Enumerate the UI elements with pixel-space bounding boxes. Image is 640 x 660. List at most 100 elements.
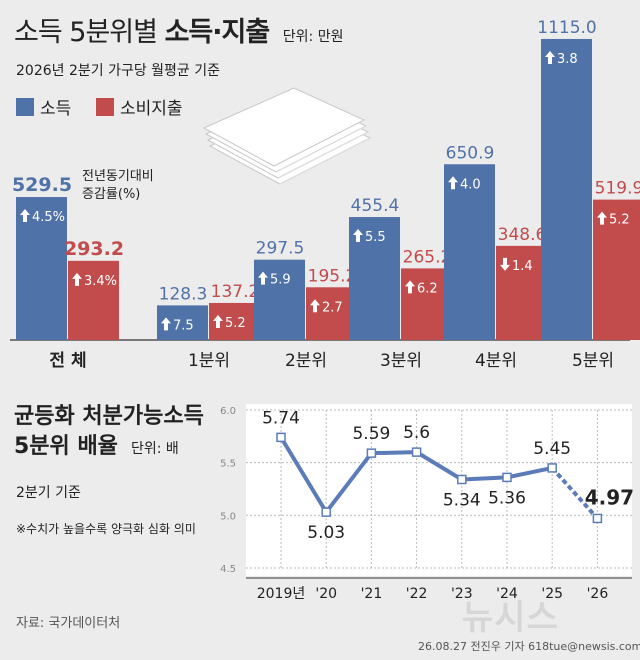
line-series-last-segment (550, 466, 599, 520)
yoy-label-spending-2: 2.7 (322, 300, 343, 315)
yoy-label-spending-1: 5.2 (225, 316, 246, 331)
bar-income-5 (541, 38, 592, 340)
y-tick-label-0: 4.5 (220, 564, 236, 575)
category-label-5: 5분위 (572, 351, 614, 371)
yoy-note-line2: 증감률(%) (82, 187, 141, 202)
line-data-label-2: 5.59 (352, 424, 390, 444)
x-tick-label-7: '26 (587, 586, 609, 602)
line-point-5 (502, 472, 512, 483)
yoy-label-income-2: 5.9 (270, 273, 291, 288)
bar-income-4 (444, 164, 495, 340)
data-label-income-1: 128.3 (159, 284, 208, 304)
line-title-line2: 5분위 배율 (14, 434, 118, 459)
category-label-4: 4분위 (475, 351, 517, 371)
source-note: 자료: 국가데이터처 (16, 616, 121, 631)
line-point-6 (547, 463, 557, 473)
yoy-arrow-spending-1 (213, 314, 223, 328)
yoy-label-spending-5: 5.2 (609, 213, 630, 228)
yoy-arrow-spending-2 (310, 299, 320, 313)
line-point-7 (592, 513, 603, 524)
category-label-1: 1분위 (188, 351, 230, 371)
yoy-note-line1: 전년동기대비 (82, 169, 154, 184)
yoy-arrow-spending-5 (597, 211, 607, 225)
x-tick-label-6: '25 (541, 586, 563, 602)
line-point-0 (276, 432, 286, 443)
legend-income: 소득 (16, 94, 71, 119)
title-plain: 소득 5분위별 (14, 17, 158, 48)
data-label-income-2: 297.5 (256, 239, 305, 259)
legend-income-label: 소득 (40, 99, 72, 119)
title-bold: 소득·지출 (164, 17, 271, 48)
data-label-spending-4: 348.6 (498, 225, 547, 245)
x-tick-label-0: 2019년 (257, 586, 306, 602)
yoy-label-income-3: 5.5 (365, 230, 386, 245)
line-chart-note: ※수치가 높을수록 양극화 심화 의미 (16, 522, 196, 536)
title-unit: 단위: 만원 (282, 29, 344, 45)
category-label-2: 2분위 (285, 351, 327, 371)
data-label-spending-0: 293.2 (64, 238, 124, 260)
legend-income-swatch (16, 97, 34, 116)
line-data-label-1: 5.03 (307, 523, 345, 543)
line-data-label-3: 5.6 (403, 423, 430, 443)
yoy-arrow-income-4 (448, 176, 458, 190)
yoy-arrow-income-5 (545, 50, 555, 64)
data-label-spending-2: 195.2 (308, 266, 357, 286)
line-point-2 (366, 448, 377, 458)
x-tick-label-3: '22 (406, 586, 428, 602)
paper-stack-illustration (202, 87, 372, 185)
legend-spending-swatch (96, 97, 114, 116)
line-title-line1: 균등화 처분가능소득 (14, 404, 204, 429)
data-label-income-5: 1115.0 (537, 18, 596, 38)
yoy-arrow-spending-3 (405, 280, 415, 294)
x-tick-label-1: '20 (315, 586, 337, 602)
data-label-income-3: 455.4 (351, 196, 400, 216)
line-plot-area (246, 404, 632, 576)
line-data-label-6: 5.45 (533, 439, 571, 459)
y-tick-label-1: 5.0 (220, 511, 236, 522)
line-data-label-7: 4.97 (585, 485, 634, 509)
y-tick-label-3: 6.0 (220, 406, 236, 417)
data-label-spending-3: 265.2 (403, 247, 452, 267)
line-data-label-0: 5.74 (262, 408, 300, 428)
x-tick-label-2: '21 (361, 586, 383, 602)
yoy-arrow-income-3 (353, 229, 363, 243)
credit-line: 26.08.27 전진우 기자 618tue@newsis.com (418, 640, 640, 653)
yoy-arrow-income-1 (161, 317, 171, 331)
yoy-label-income-4: 4.0 (460, 177, 481, 192)
data-label-income-0: 529.5 (12, 174, 72, 196)
yoy-label-income-1: 7.5 (173, 318, 194, 333)
legend-spending-label: 소비지출 (120, 99, 183, 119)
data-label-income-4: 650.9 (446, 143, 495, 163)
category-label-0: 전 체 (49, 351, 86, 371)
line-chart: 4.5 5.0 5.5 6.0 5.74 2019년 5.03 '20 5.59 '21 5.6 '2… (220, 404, 634, 602)
chart-subtitle: 2026년 2분기 가구당 월평균 기준 (16, 63, 221, 79)
yoy-arrow-income-2 (258, 271, 268, 285)
line-point-3 (411, 447, 422, 457)
legend-spending: 소비지출 (96, 94, 183, 119)
yoy-label-income-0: 4.5% (32, 210, 65, 225)
line-point-4 (457, 474, 467, 485)
x-tick-label-4: '23 (451, 586, 473, 602)
chart-title: 소득 5분위별 소득·지출 단위: 만원 (14, 10, 343, 49)
yoy-note: 전년동기대비 증감률(%) (82, 168, 154, 204)
yoy-label-income-5: 3.8 (557, 52, 578, 67)
bar-spending-3 (401, 268, 452, 340)
line-point-1 (321, 507, 331, 517)
yoy-label-spending-0: 3.4% (84, 274, 117, 289)
yoy-arrow-income-0 (20, 209, 30, 223)
bar-spending-2 (306, 287, 357, 340)
line-data-label-5: 5.36 (488, 488, 526, 508)
data-label-spending-1: 137.2 (211, 282, 260, 302)
line-data-label-4: 5.34 (443, 490, 481, 510)
line-chart-unit: 단위: 배 (130, 441, 179, 457)
watermark-logo: 뉴시스 (462, 598, 559, 638)
line-chart-subtitle: 2분기 기준 (16, 485, 81, 501)
x-tick-label-5: '24 (496, 586, 518, 602)
bar-chart: 529.5 4.5% 293.2 3.4% 전 체 128.3 7.5 137.2 5.2 1분위… (10, 18, 640, 371)
yoy-label-spending-3: 6.2 (417, 281, 438, 296)
yoy-arrow-spending-0 (72, 272, 82, 286)
data-label-spending-5: 519.9 (595, 179, 640, 199)
category-label-3: 3분위 (380, 351, 422, 371)
yoy-arrow-spending-4 (500, 257, 510, 271)
